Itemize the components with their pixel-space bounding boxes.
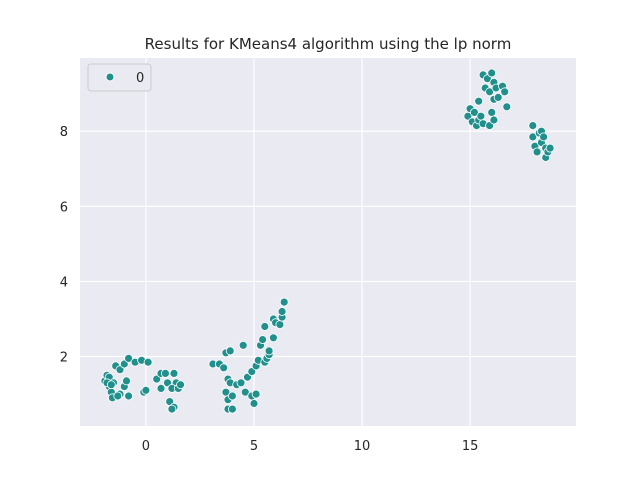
data-point [219, 363, 229, 373]
data-point [122, 376, 131, 386]
data-point [258, 335, 268, 345]
data-point [113, 391, 123, 401]
x-tick-label: 5 [250, 439, 258, 454]
data-point [476, 111, 486, 121]
data-point [227, 404, 237, 414]
legend[interactable]: 0 [87, 63, 152, 92]
data-point [528, 121, 538, 130]
x-tick-label: 15 [462, 439, 479, 454]
data-point [238, 340, 248, 350]
data-point [474, 96, 484, 106]
legend-box [87, 63, 152, 92]
data-point [469, 108, 479, 117]
data-point [502, 102, 512, 112]
data-point [143, 357, 153, 367]
data-point [487, 108, 497, 117]
data-point [264, 346, 274, 356]
data-point [106, 380, 116, 390]
data-point [528, 132, 538, 142]
data-points [100, 68, 555, 414]
data-point [141, 385, 151, 395]
data-point [275, 320, 285, 330]
data-point [124, 353, 134, 363]
data-point [160, 368, 170, 378]
data-point [260, 322, 270, 331]
data-point [500, 87, 510, 97]
tick-labels: 0 5 10 15 2 4 6 8 [60, 125, 479, 454]
data-point [169, 368, 179, 378]
data-point [176, 380, 185, 390]
data-point [539, 132, 548, 142]
legend-label: 0 [136, 71, 144, 86]
y-tick-label: 6 [60, 200, 68, 215]
data-point [279, 297, 289, 307]
y-tick-label: 8 [60, 125, 68, 140]
data-point [167, 404, 177, 414]
y-tick-label: 4 [60, 275, 68, 290]
data-point [225, 346, 235, 356]
x-tick-label: 10 [354, 439, 371, 454]
data-point [124, 391, 134, 401]
data-point [489, 115, 499, 125]
data-point [156, 383, 166, 393]
data-point [493, 93, 503, 102]
y-tick-label: 2 [60, 351, 68, 366]
data-point [268, 333, 278, 343]
data-point [487, 68, 497, 78]
plot-area [80, 58, 576, 426]
x-tick-label: 0 [142, 439, 150, 454]
data-point [251, 389, 261, 399]
data-point [227, 391, 237, 401]
chart-title: Results for KMeans4 algorithm using the … [145, 35, 512, 53]
data-point [240, 387, 250, 397]
data-point [485, 87, 495, 97]
data-point [532, 147, 542, 157]
data-point [236, 378, 246, 388]
data-point [545, 143, 555, 153]
legend-marker [105, 72, 115, 82]
data-point [249, 399, 259, 408]
data-point [277, 307, 287, 316]
